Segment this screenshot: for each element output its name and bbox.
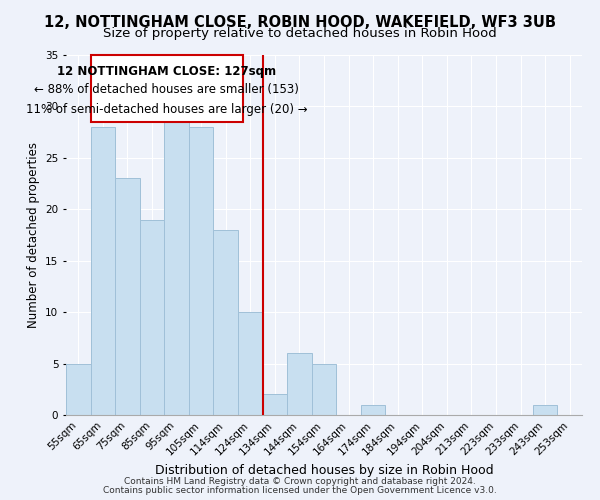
Bar <box>115 178 140 415</box>
Text: 11% of semi-detached houses are larger (20) →: 11% of semi-detached houses are larger (… <box>26 104 308 117</box>
Bar <box>140 220 164 415</box>
Bar <box>263 394 287 415</box>
Bar <box>238 312 263 415</box>
Text: Size of property relative to detached houses in Robin Hood: Size of property relative to detached ho… <box>103 28 497 40</box>
Text: 12, NOTTINGHAM CLOSE, ROBIN HOOD, WAKEFIELD, WF3 3UB: 12, NOTTINGHAM CLOSE, ROBIN HOOD, WAKEFI… <box>44 15 556 30</box>
FancyBboxPatch shape <box>91 55 243 122</box>
Bar <box>361 404 385 415</box>
Bar <box>214 230 238 415</box>
Bar <box>189 127 214 415</box>
Text: Contains public sector information licensed under the Open Government Licence v3: Contains public sector information licen… <box>103 486 497 495</box>
Y-axis label: Number of detached properties: Number of detached properties <box>26 142 40 328</box>
Bar <box>164 116 189 415</box>
Bar <box>533 404 557 415</box>
Bar <box>312 364 336 415</box>
Text: ← 88% of detached houses are smaller (153): ← 88% of detached houses are smaller (15… <box>34 84 299 96</box>
X-axis label: Distribution of detached houses by size in Robin Hood: Distribution of detached houses by size … <box>155 464 493 476</box>
Text: 12 NOTTINGHAM CLOSE: 127sqm: 12 NOTTINGHAM CLOSE: 127sqm <box>57 65 277 78</box>
Bar <box>66 364 91 415</box>
Bar <box>287 354 312 415</box>
Text: Contains HM Land Registry data © Crown copyright and database right 2024.: Contains HM Land Registry data © Crown c… <box>124 477 476 486</box>
Bar <box>91 127 115 415</box>
